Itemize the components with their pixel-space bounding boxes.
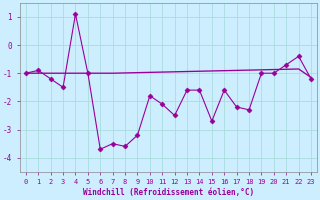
X-axis label: Windchill (Refroidissement éolien,°C): Windchill (Refroidissement éolien,°C)	[83, 188, 254, 197]
